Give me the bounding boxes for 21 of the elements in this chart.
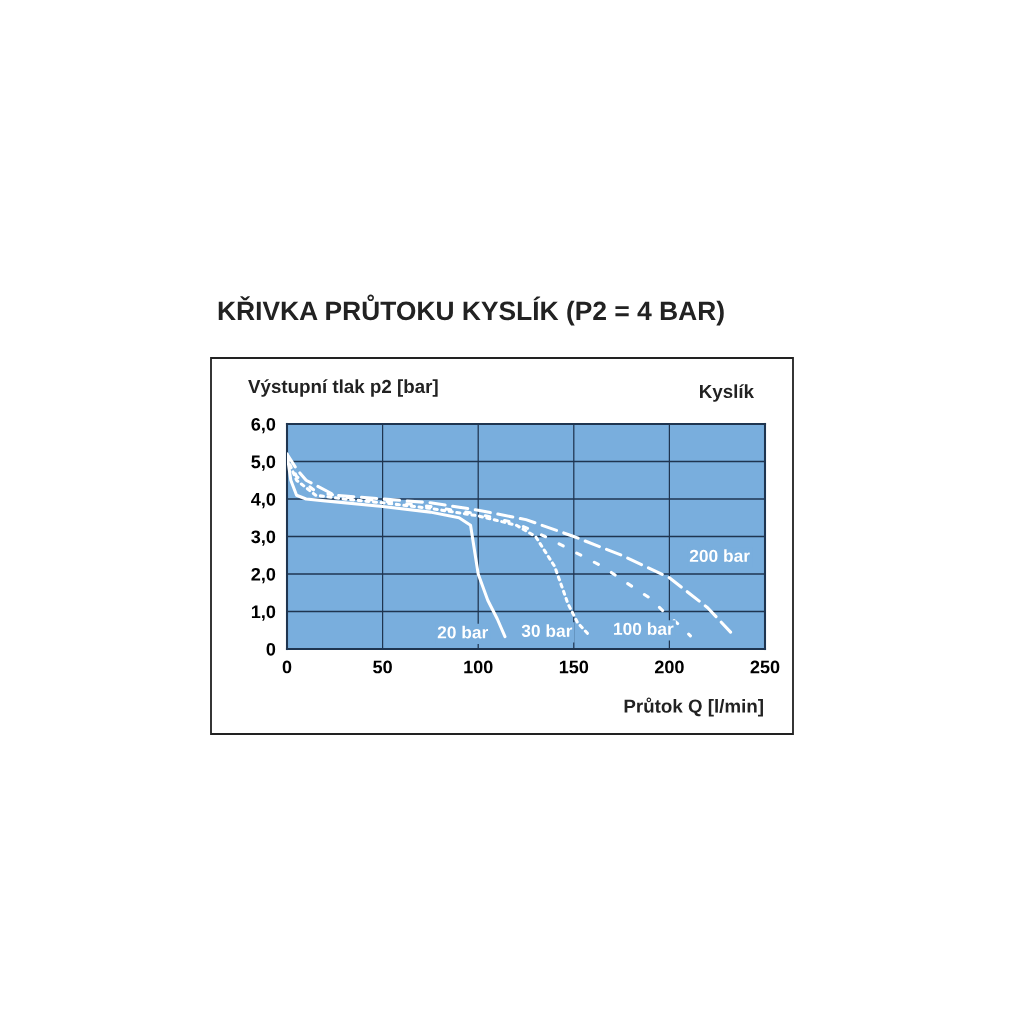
chart-title: KŘIVKA PRŮTOKU KYSLÍK (P2 = 4 BAR) [218, 294, 724, 326]
x-tick-label: 0 [282, 660, 292, 674]
x-axis-title: Průtok Q [l/min] [624, 697, 763, 717]
y-axis-title: Výstupní tlak p2 [bar] [248, 379, 438, 397]
y-tick-label: 5,0 [251, 455, 276, 471]
y-tick-label: 3,0 [251, 530, 276, 546]
series-label: 200 bar [689, 549, 750, 563]
y-tick-label: 1,0 [251, 605, 276, 621]
x-tick-label: 100 [464, 660, 493, 674]
text: Kyslík [700, 384, 755, 402]
y-tick-label: 0 [266, 642, 276, 656]
y-tick-label: 2,0 [251, 567, 276, 584]
x-tick-label: 250 [750, 660, 780, 674]
series-label: 100 bar [614, 622, 674, 635]
series-label: 20 bar [437, 625, 489, 639]
x-tick-label: 50 [373, 660, 392, 674]
y-tick-label: 6,0 [251, 417, 276, 434]
series-label: 30 bar [521, 624, 573, 638]
y-tick-label: 4,0 [251, 492, 276, 509]
x-tick-label: 150 [559, 660, 589, 674]
x-tick-label: 200 [654, 660, 684, 674]
